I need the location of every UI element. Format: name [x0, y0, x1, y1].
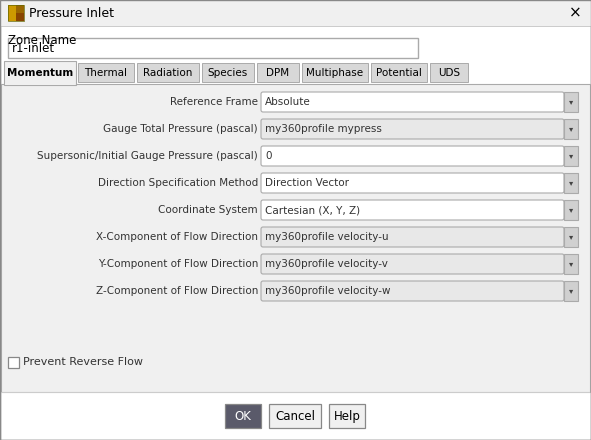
- Text: Radiation: Radiation: [143, 68, 193, 78]
- Text: Cartesian (X, Y, Z): Cartesian (X, Y, Z): [265, 205, 360, 215]
- Text: ▾: ▾: [569, 232, 573, 242]
- Bar: [269, 404, 321, 428]
- FancyBboxPatch shape: [261, 173, 564, 193]
- FancyBboxPatch shape: [261, 92, 564, 112]
- Text: Cancel: Cancel: [275, 410, 315, 422]
- Text: Pressure Inlet: Pressure Inlet: [29, 7, 114, 19]
- Bar: [564, 254, 578, 274]
- Text: Z-Component of Flow Direction: Z-Component of Flow Direction: [96, 286, 258, 296]
- Bar: [564, 173, 578, 193]
- FancyBboxPatch shape: [261, 146, 564, 166]
- Text: Help: Help: [333, 410, 361, 422]
- FancyBboxPatch shape: [261, 254, 564, 274]
- Text: ×: ×: [569, 6, 582, 21]
- Bar: [202, 63, 254, 82]
- Text: Species: Species: [208, 68, 248, 78]
- FancyBboxPatch shape: [261, 200, 564, 220]
- Bar: [78, 63, 134, 82]
- Text: Prevent Reverse Flow: Prevent Reverse Flow: [23, 357, 143, 367]
- Text: ▾: ▾: [569, 125, 573, 133]
- Text: ▾: ▾: [569, 286, 573, 296]
- Text: Supersonic/Initial Gauge Pressure (pascal): Supersonic/Initial Gauge Pressure (pasca…: [37, 151, 258, 161]
- Text: Thermal: Thermal: [85, 68, 128, 78]
- Bar: [5, 83, 75, 85]
- Text: Coordinate System: Coordinate System: [158, 205, 258, 215]
- Bar: [1, 392, 590, 393]
- Text: Potential: Potential: [376, 68, 422, 78]
- Text: Reference Frame: Reference Frame: [170, 97, 258, 107]
- Text: my360profile mypress: my360profile mypress: [265, 124, 382, 134]
- Bar: [137, 63, 199, 82]
- Bar: [0, 0, 591, 26]
- Text: my360profile velocity-u: my360profile velocity-u: [265, 232, 389, 242]
- Bar: [329, 404, 365, 428]
- FancyBboxPatch shape: [261, 119, 564, 139]
- Bar: [8, 5, 16, 13]
- Text: Zone Name: Zone Name: [8, 33, 76, 47]
- Bar: [257, 63, 299, 82]
- Bar: [564, 227, 578, 247]
- Bar: [430, 63, 468, 82]
- Text: ▾: ▾: [569, 260, 573, 268]
- Bar: [8, 38, 418, 58]
- Text: Gauge Total Pressure (pascal): Gauge Total Pressure (pascal): [103, 124, 258, 134]
- Text: my360profile velocity-w: my360profile velocity-w: [265, 286, 391, 296]
- Text: Momentum: Momentum: [7, 68, 73, 78]
- Bar: [564, 92, 578, 112]
- Text: Multiphase: Multiphase: [307, 68, 363, 78]
- Text: UDS: UDS: [438, 68, 460, 78]
- Text: 0: 0: [265, 151, 271, 161]
- Text: Absolute: Absolute: [265, 97, 311, 107]
- Text: ▾: ▾: [569, 151, 573, 161]
- Text: ▾: ▾: [569, 98, 573, 106]
- Bar: [225, 404, 261, 428]
- Bar: [8, 5, 24, 21]
- Text: Direction Vector: Direction Vector: [265, 178, 349, 188]
- Bar: [564, 146, 578, 166]
- FancyBboxPatch shape: [261, 281, 564, 301]
- FancyBboxPatch shape: [261, 227, 564, 247]
- Text: r1-inlet: r1-inlet: [12, 41, 55, 55]
- Text: DPM: DPM: [267, 68, 290, 78]
- Bar: [16, 5, 24, 13]
- Bar: [371, 63, 427, 82]
- Bar: [8, 13, 16, 21]
- Bar: [0, 26, 591, 27]
- Bar: [16, 13, 24, 21]
- Text: my360profile velocity-v: my360profile velocity-v: [265, 259, 388, 269]
- Bar: [564, 119, 578, 139]
- Text: ▾: ▾: [569, 179, 573, 187]
- Bar: [8, 357, 19, 368]
- Text: Y-Component of Flow Direction: Y-Component of Flow Direction: [98, 259, 258, 269]
- Text: OK: OK: [235, 410, 251, 422]
- Text: Direction Specification Method: Direction Specification Method: [98, 178, 258, 188]
- Bar: [564, 281, 578, 301]
- Text: ▾: ▾: [569, 205, 573, 215]
- Bar: [4, 61, 76, 85]
- Text: X-Component of Flow Direction: X-Component of Flow Direction: [96, 232, 258, 242]
- Bar: [302, 63, 368, 82]
- Bar: [1, 84, 590, 392]
- Bar: [564, 200, 578, 220]
